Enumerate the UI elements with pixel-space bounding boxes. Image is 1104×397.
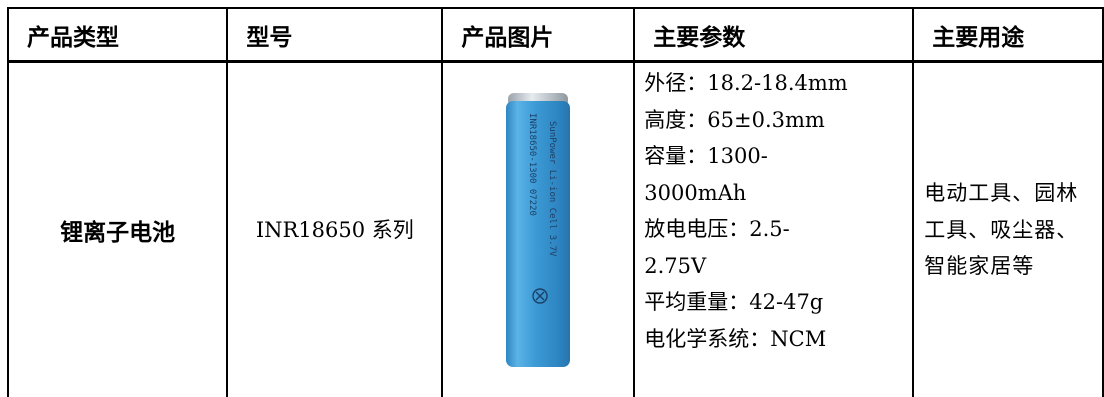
battery-label-line1: SunPower Li-ion Cell 3.7V — [547, 121, 557, 257]
param-capacity: 容量：1300- — [644, 144, 768, 168]
cell-product-image: SunPower Li-ion Cell 3.7V INR18650-1300 … — [441, 60, 636, 397]
header-product-image: 产品图片 — [441, 7, 636, 63]
header-model: 型号 — [226, 7, 444, 63]
cell-model: INR18650 系列 — [226, 60, 444, 397]
param-outer-diameter: 外径：18.2-18.4mm — [644, 71, 848, 95]
param-average-weight: 平均重量：42-47g — [644, 290, 824, 314]
battery-cell-graphic: SunPower Li-ion Cell 3.7V INR18650-1300 … — [506, 93, 571, 367]
battery-image: SunPower Li-ion Cell 3.7V INR18650-1300 … — [500, 91, 576, 371]
header-main-usage: 主要用途 — [912, 7, 1104, 63]
battery-body — [506, 101, 571, 367]
param-height: 高度：65±0.3mm — [644, 107, 825, 132]
cell-main-usage: 电动工具、园林工具、吸尘器、智能家居等 — [912, 60, 1104, 397]
cell-product-type: 锂离子电池 — [6, 60, 229, 397]
recycle-icon — [532, 288, 548, 304]
cell-main-parameters: 外径：18.2-18.4mm 高度：65±0.3mm 容量：1300- 3000… — [633, 60, 915, 397]
param-discharge-voltage: 放电电压：2.5- — [644, 217, 790, 241]
param-discharge-voltage-cont: 2.75V — [644, 253, 707, 278]
table-header-row: 产品类型 型号 产品图片 主要参数 主要用途 — [6, 7, 1104, 63]
header-main-parameters: 主要参数 — [633, 7, 915, 63]
param-electrochemical-system: 电化学系统：NCM — [644, 326, 827, 351]
product-spec-table: 产品类型 型号 产品图片 主要参数 主要用途 锂离子电池 INR18650 系列 — [6, 7, 1104, 397]
param-capacity-cont: 3000mAh — [644, 180, 747, 205]
table-row: 锂离子电池 INR18650 系列 — [6, 60, 1104, 397]
battery-label-line2: INR18650-1300 07220 — [527, 113, 537, 216]
header-product-type: 产品类型 — [6, 7, 229, 63]
